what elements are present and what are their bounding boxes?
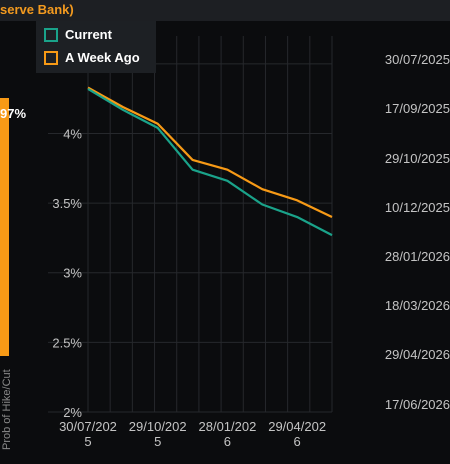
right-date-label: 17/09/2025	[384, 101, 450, 116]
legend-swatch-week-ago	[44, 50, 58, 65]
right-date-label: 18/03/2026	[384, 298, 450, 313]
x-tick-label: 29/10/202 5	[129, 419, 187, 449]
chart-title-fragment: serve Bank)	[0, 2, 74, 17]
y-tick-label: 4%	[63, 126, 82, 141]
x-tick-label: 28/01/202 6	[199, 419, 257, 449]
right-date-label: 28/01/2026	[384, 249, 450, 264]
probability-bar	[0, 98, 9, 356]
probability-bar-label: 97%	[0, 106, 27, 121]
right-date-label: 29/10/2025	[384, 151, 450, 166]
legend-item-current[interactable]: Current	[44, 27, 112, 42]
top-header-bar: serve Bank)	[0, 0, 450, 21]
right-date-label: 30/07/2025	[384, 52, 450, 67]
y-tick-label: 3%	[63, 266, 82, 281]
legend-swatch-current	[44, 27, 58, 42]
right-date-label: 10/12/2025	[384, 200, 450, 215]
legend-label-current: Current	[65, 27, 112, 42]
y-tick-label: 2%	[63, 405, 82, 420]
y-tick-label: 2.5%	[52, 335, 82, 350]
series-line-a-week-ago	[87, 86, 333, 219]
series-line-current	[87, 87, 333, 237]
x-tick-label: 30/07/202 5	[59, 419, 117, 449]
legend-label-week-ago: A Week Ago	[65, 50, 140, 65]
legend: Current A Week Ago	[36, 21, 156, 73]
right-date-label: 29/04/2026	[384, 347, 450, 362]
y-tick-label: 3.5%	[52, 196, 82, 211]
legend-item-week-ago[interactable]: A Week Ago	[44, 50, 140, 65]
x-tick-label: 29/04/202 6	[268, 419, 326, 449]
right-date-label: 17/06/2026	[384, 397, 450, 412]
